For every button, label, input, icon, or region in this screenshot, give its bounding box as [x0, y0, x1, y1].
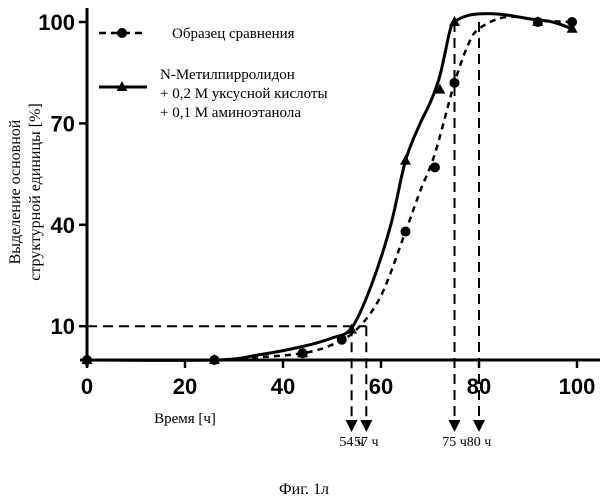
- reference-sample-point: [450, 78, 460, 88]
- axis-labels: 10407010002040608010054 ч57 ч75 ч80 ч: [38, 10, 595, 450]
- x-tick-label: 80: [467, 374, 491, 399]
- y-tick-label: 70: [51, 111, 75, 136]
- legend-label-reference-sample: Образец сравнения: [172, 26, 295, 42]
- reference-arrow-head: [449, 420, 461, 432]
- x-tick-label: 100: [559, 374, 596, 399]
- nmp-solution-point: [400, 155, 411, 165]
- legend-label-nmp-line-2: + 0,2 М уксусной кислоты: [160, 86, 328, 102]
- legend-marker-circle: [117, 28, 127, 38]
- reference-time-label: 80 ч: [467, 435, 492, 450]
- series-curves: [87, 14, 572, 361]
- reference-lines: [87, 22, 485, 432]
- x-tick-label: 0: [81, 374, 93, 399]
- series-markers: [82, 16, 578, 365]
- figure-caption: Фиг. 1л: [279, 481, 329, 498]
- legend: Образец сравнения N-Метилпирролидон + 0,…: [99, 26, 328, 121]
- axes: [79, 8, 600, 368]
- y-axis-label-line-1: Выделение основной: [7, 119, 24, 264]
- nmp-solution-point: [346, 324, 357, 334]
- legend-label-nmp-line-3: + 0,1 М аминоэтанола: [160, 105, 301, 121]
- y-tick-label: 100: [38, 10, 75, 35]
- nmp-solution-curve: [87, 14, 572, 361]
- y-tick-label: 40: [51, 213, 75, 238]
- reference-arrow-head: [360, 420, 372, 432]
- reference-sample-point: [430, 162, 440, 172]
- x-tick-label: 60: [369, 374, 393, 399]
- reference-time-label: 57 ч: [354, 435, 379, 450]
- y-axis-label-line-2: структурной единицы [%]: [27, 103, 44, 281]
- x-axis-label: Время [ч]: [154, 411, 216, 427]
- reference-sample-point: [337, 335, 347, 345]
- y-tick-label: 10: [51, 314, 75, 339]
- reference-arrow-head: [346, 420, 358, 432]
- reference-sample-point: [401, 227, 411, 237]
- reference-arrow-head: [473, 420, 485, 432]
- reference-time-label: 75 ч: [442, 435, 467, 450]
- x-tick-label: 40: [271, 374, 295, 399]
- legend-label-nmp-line-1: N-Метилпирролидон: [160, 67, 295, 83]
- x-tick-label: 20: [173, 374, 197, 399]
